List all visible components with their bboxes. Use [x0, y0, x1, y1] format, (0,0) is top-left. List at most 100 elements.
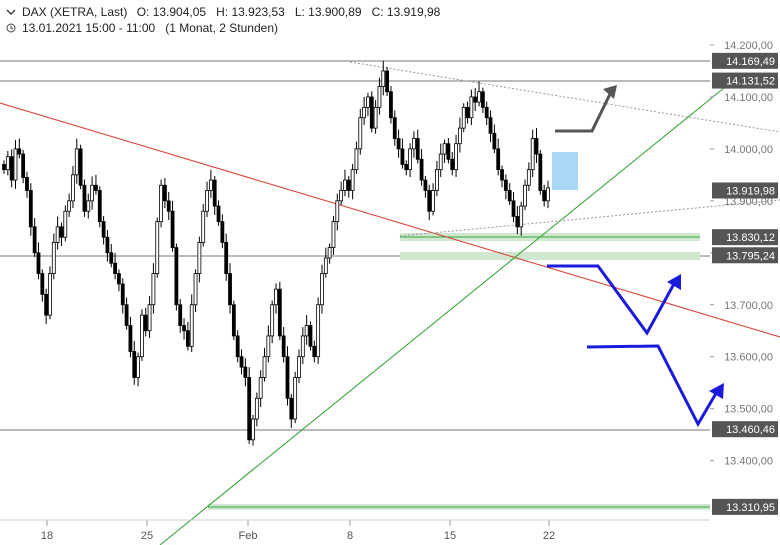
candle-body [530, 138, 535, 171]
candle-body [270, 304, 275, 337]
x-tick-label: 22 [543, 530, 555, 542]
header-line-2: 13.01.2021 15:00 - 11:00 (1 Monat, 2 Stu… [6, 21, 278, 35]
candle-body [511, 200, 516, 217]
candle-body [285, 356, 290, 399]
chevron-down-icon[interactable] [6, 7, 16, 17]
candle-body [373, 106, 378, 129]
candle-body [40, 273, 45, 295]
header-line-1: DAX (XETRA, Last) O: 13.904,05 H: 13.923… [6, 5, 440, 19]
candle-body [32, 226, 37, 254]
candle-body [431, 190, 435, 212]
candle-body [507, 190, 512, 202]
candle-body [128, 325, 133, 352]
price-label-box [712, 72, 778, 89]
y-tick-label: 14.200,00 [724, 40, 773, 52]
price-label-text: 14.169,49 [726, 56, 775, 68]
candle-body [101, 221, 106, 238]
candle-body [17, 148, 22, 155]
candle-body [534, 138, 539, 155]
candle-body [496, 148, 501, 171]
support-zones [208, 233, 710, 510]
x-axis: 18 25 Feb 8 15 22 [0, 519, 710, 542]
candle-body [346, 179, 351, 191]
candles [2, 60, 550, 446]
candle-body [546, 187, 550, 202]
open-value: O: 13.904,05 [136, 5, 207, 19]
candle-body [519, 205, 524, 228]
symbol-label: DAX (XETRA, Last) [22, 5, 128, 19]
candle-body [5, 156, 10, 171]
candle-body [51, 242, 56, 274]
close-value: C: 13.919,98 [371, 5, 441, 19]
candle-body [526, 169, 531, 186]
high-value: H: 13.923,53 [216, 5, 285, 19]
candle-body [13, 148, 18, 181]
support-trendline [159, 74, 741, 545]
candle-body [193, 273, 198, 306]
candle-body [423, 179, 428, 191]
candle-body [500, 169, 504, 181]
price-label-box [712, 182, 778, 199]
candle-body [63, 210, 68, 238]
candle-body [201, 210, 206, 243]
candle-body [323, 257, 328, 274]
candle-body [28, 190, 33, 228]
candle-body [492, 132, 497, 150]
candle-body [354, 148, 359, 171]
candle-body [446, 143, 451, 160]
candle-body [258, 377, 263, 399]
candle-body [2, 164, 6, 171]
candle-body [274, 288, 278, 306]
candle-body [289, 397, 294, 420]
candle-body [224, 242, 229, 274]
candle-body [228, 273, 232, 306]
price-label-box [712, 421, 778, 438]
candle-body [392, 117, 397, 139]
x-tick-label: 8 [347, 530, 353, 542]
candle-body [117, 273, 121, 285]
support-zone-13795 [400, 252, 700, 260]
candle-body [480, 91, 485, 108]
candle-body [90, 184, 95, 202]
candle-body [94, 184, 98, 191]
candle-body [25, 177, 29, 191]
candle-body [454, 143, 458, 171]
candle-body [293, 377, 298, 420]
candle-body [385, 70, 389, 93]
candle-body [86, 200, 91, 212]
candle-body [9, 156, 14, 181]
candle-body [331, 221, 336, 249]
candle-body [208, 179, 213, 191]
candle-body [316, 304, 321, 358]
candle-body [477, 91, 481, 103]
candle-body [366, 96, 370, 108]
y-tick-label: 13.900,00 [724, 196, 773, 208]
candle-body [412, 138, 416, 150]
period-label: 13.01.2021 15:00 - 11:00 [22, 21, 156, 35]
scenario-down-path-1 [547, 264, 677, 336]
candle-body [358, 117, 363, 150]
candle-body [308, 325, 313, 347]
interval-label: (1 Monat, 2 Stunden) [165, 21, 278, 35]
candle-body [159, 184, 163, 223]
scenario-up-path [555, 89, 614, 133]
scenario-down-arrowhead-2 [709, 383, 724, 399]
price-label-text: 13.310,95 [726, 502, 775, 514]
candle-body [235, 335, 240, 358]
candle-body [124, 304, 129, 326]
candle-body [461, 106, 466, 129]
candle-body [327, 247, 332, 259]
candle-body [182, 325, 186, 332]
candle-body [78, 148, 83, 186]
target-box [552, 152, 578, 190]
y-tick-label: 14.000,00 [724, 144, 773, 156]
candle-body [44, 293, 49, 316]
candle-body [71, 174, 75, 202]
candle-body [350, 169, 355, 191]
price-label-box [712, 52, 778, 69]
candle-body [59, 226, 64, 238]
candle-body [469, 96, 474, 119]
candle-body [36, 252, 41, 274]
y-tick-label: 13.600,00 [724, 352, 773, 364]
candle-body [166, 200, 171, 212]
